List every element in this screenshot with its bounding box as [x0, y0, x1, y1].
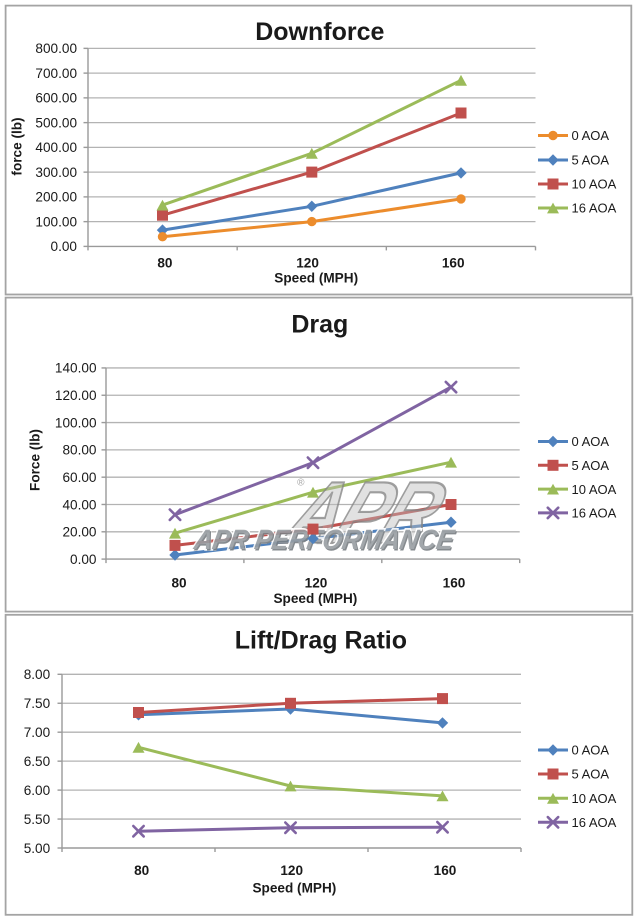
svg-text:5 AOA: 5 AOA [572, 458, 610, 473]
svg-text:0 AOA: 0 AOA [572, 743, 610, 758]
svg-text:0 AOA: 0 AOA [572, 128, 610, 143]
svg-text:100.00: 100.00 [55, 415, 97, 430]
svg-text:120: 120 [296, 256, 319, 271]
svg-text:0.00: 0.00 [51, 239, 78, 254]
svg-text:800.00: 800.00 [35, 41, 77, 56]
svg-text:140.00: 140.00 [55, 361, 97, 376]
svg-text:100.00: 100.00 [35, 214, 77, 229]
svg-text:120: 120 [280, 863, 303, 878]
svg-text:700.00: 700.00 [35, 66, 77, 81]
svg-text:7.50: 7.50 [24, 696, 51, 711]
svg-text:APR PERFORMANCE: APR PERFORMANCE [191, 523, 458, 555]
svg-text:40.00: 40.00 [62, 497, 96, 512]
svg-text:Lift/Drag Ratio: Lift/Drag Ratio [235, 627, 407, 655]
svg-text:600.00: 600.00 [35, 91, 77, 106]
svg-text:10 AOA: 10 AOA [572, 177, 617, 192]
svg-text:6.50: 6.50 [24, 754, 51, 769]
svg-text:5 AOA: 5 AOA [572, 767, 610, 782]
svg-text:Speed (MPH): Speed (MPH) [274, 271, 358, 286]
svg-text:10 AOA: 10 AOA [572, 791, 617, 806]
svg-text:5.50: 5.50 [24, 812, 51, 827]
svg-text:120: 120 [305, 576, 328, 591]
svg-text:®: ® [297, 478, 305, 489]
svg-text:Force (lb): Force (lb) [27, 429, 42, 491]
svg-text:6.00: 6.00 [24, 783, 51, 798]
svg-text:80.00: 80.00 [62, 443, 96, 458]
svg-text:160: 160 [442, 256, 465, 271]
svg-text:5 AOA: 5 AOA [572, 153, 610, 168]
svg-text:300.00: 300.00 [35, 165, 77, 180]
svg-text:80: 80 [171, 576, 186, 591]
svg-text:10 AOA: 10 AOA [572, 482, 617, 497]
svg-text:Speed (MPH): Speed (MPH) [273, 591, 357, 606]
svg-text:160: 160 [434, 863, 457, 878]
svg-text:160: 160 [443, 576, 466, 591]
svg-text:APR PERFORMANCE: APR PERFORMANCE [191, 523, 458, 555]
svg-text:20.00: 20.00 [62, 525, 96, 540]
svg-text:5.00: 5.00 [24, 841, 51, 856]
svg-text:400.00: 400.00 [35, 140, 77, 155]
svg-text:16 AOA: 16 AOA [572, 201, 617, 216]
svg-text:200.00: 200.00 [35, 190, 77, 205]
svg-text:16 AOA: 16 AOA [572, 506, 617, 521]
svg-text:APR PERFORMANCE: APR PERFORMANCE [192, 525, 459, 557]
svg-text:8.00: 8.00 [24, 667, 51, 682]
svg-text:0.00: 0.00 [70, 552, 97, 567]
svg-text:60.00: 60.00 [62, 470, 96, 485]
svg-text:120.00: 120.00 [55, 388, 97, 403]
svg-text:Drag: Drag [291, 311, 348, 339]
svg-text:force (lb): force (lb) [9, 117, 24, 175]
svg-text:7.00: 7.00 [24, 725, 51, 740]
svg-text:Speed (MPH): Speed (MPH) [252, 881, 336, 896]
svg-text:80: 80 [157, 256, 172, 271]
svg-text:500.00: 500.00 [35, 115, 77, 130]
svg-text:80: 80 [134, 863, 149, 878]
svg-text:16 AOA: 16 AOA [572, 815, 617, 830]
svg-text:0 AOA: 0 AOA [572, 434, 610, 449]
svg-text:Downforce: Downforce [255, 18, 384, 46]
